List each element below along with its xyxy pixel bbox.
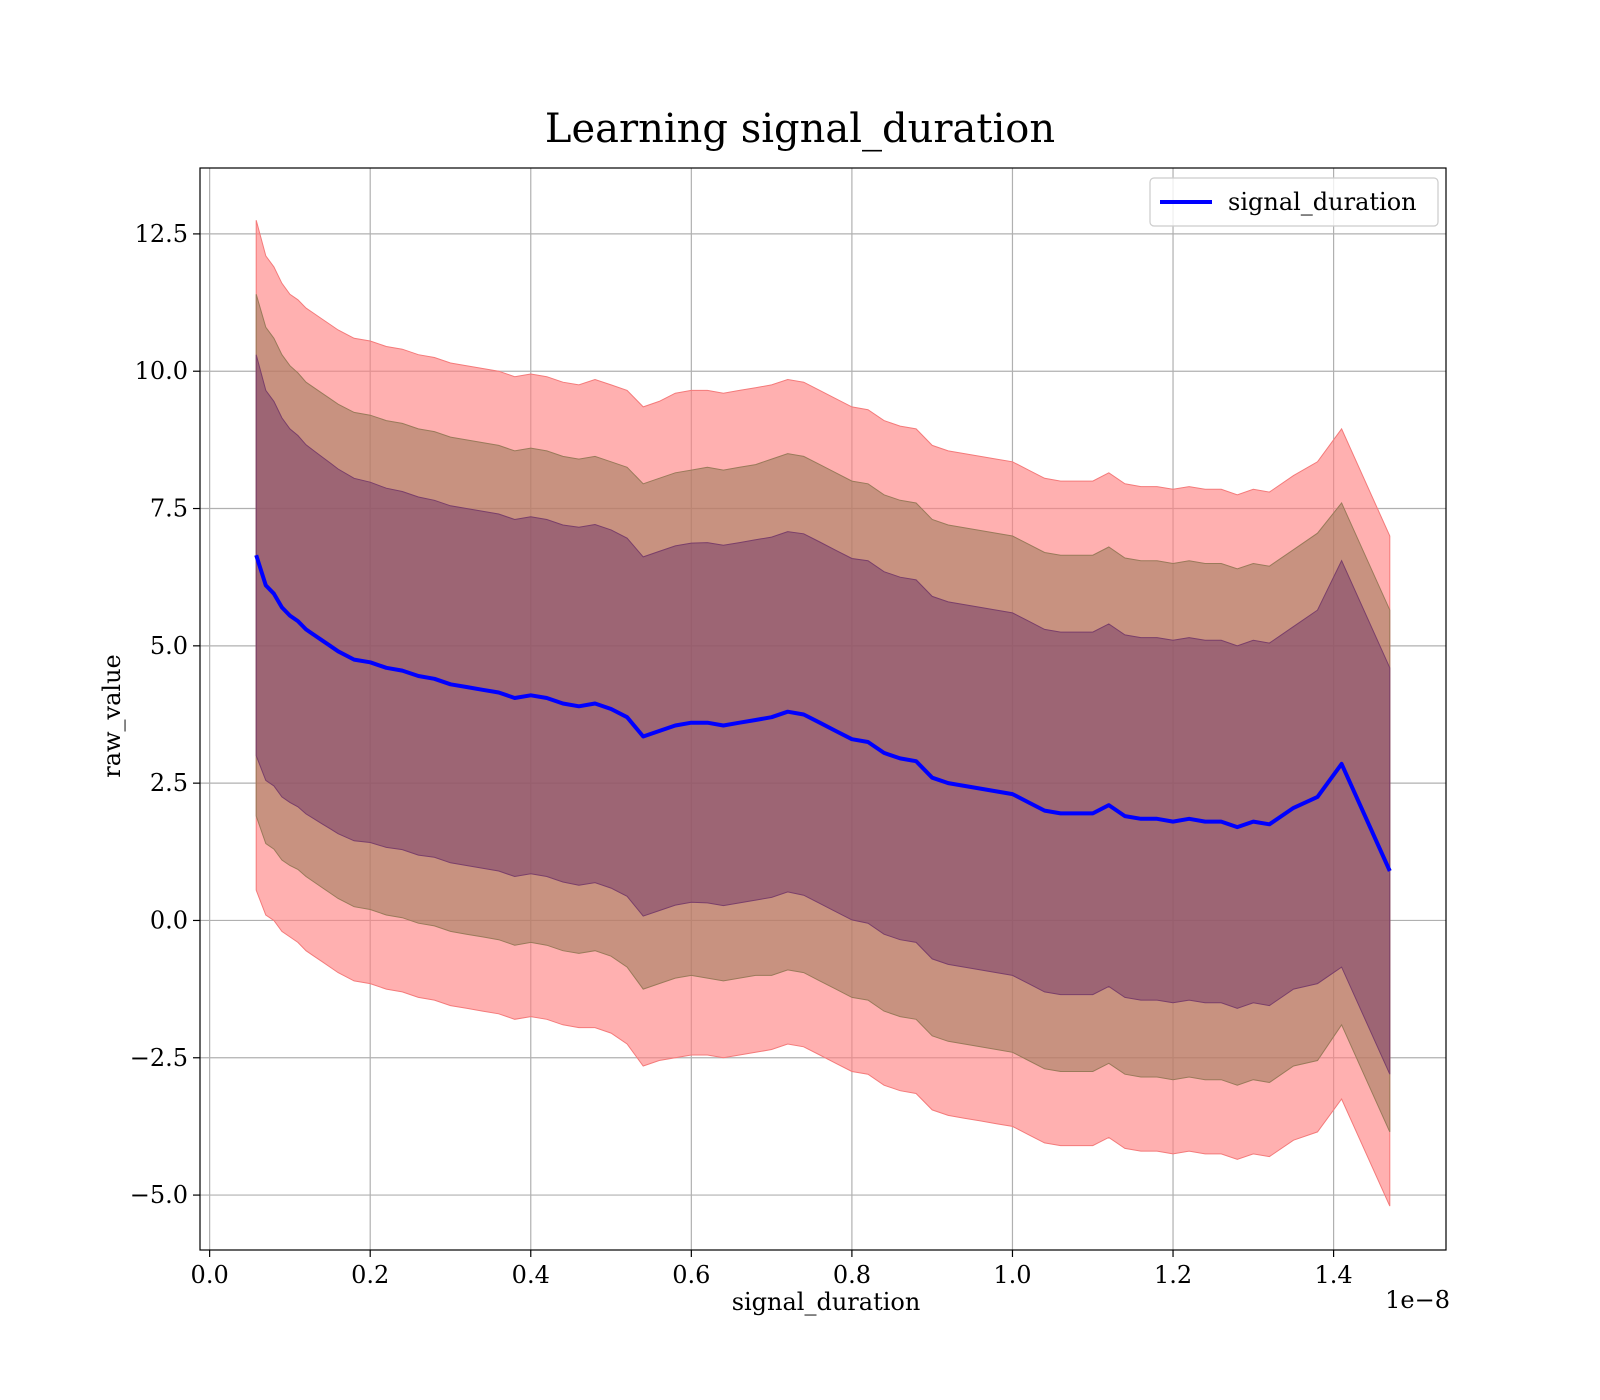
band-layer <box>255 220 1391 1207</box>
y-tick-label: 7.5 <box>150 495 188 523</box>
chart-legend: signal_duration <box>1149 177 1439 227</box>
y-tick-label: 5.0 <box>150 632 188 660</box>
y-tick-label: 10.0 <box>135 357 188 385</box>
series-line-signal-duration <box>254 554 1392 872</box>
x-tick-label: 1.2 <box>1154 1261 1192 1289</box>
x-axis-offset-label: 1e−8 <box>1385 1286 1450 1314</box>
plot-frame <box>199 167 1447 1251</box>
x-tick-label: 0.0 <box>191 1261 229 1289</box>
y-tick-label: 0.0 <box>150 906 188 934</box>
y-tick-label: −2.5 <box>130 1044 188 1072</box>
chart-title: Learning signal_duration <box>545 106 1055 152</box>
x-tick-label: 0.2 <box>351 1261 389 1289</box>
y-tick-label: 12.5 <box>135 220 188 248</box>
x-axis-label: signal_duration <box>732 1288 921 1316</box>
axis-layer: 0.0 0.2 0.4 0.6 0.8 1.0 1.2 1.4 −5.0 −2.5 0.0 2.5 5.… <box>130 167 1447 1289</box>
line-layer <box>254 554 1392 872</box>
y-axis-label: raw_value <box>98 654 126 778</box>
x-tick-label: 0.4 <box>512 1261 550 1289</box>
confidence-band-inner <box>255 354 1391 1075</box>
x-tick-label: 0.8 <box>833 1261 871 1289</box>
x-tick-label: 1.4 <box>1315 1261 1353 1289</box>
x-tick-label: 0.6 <box>672 1261 710 1289</box>
y-tick-label: −5.0 <box>130 1181 188 1209</box>
legend-entry-label: signal_duration <box>1228 188 1417 216</box>
x-tick-label: 1.0 <box>993 1261 1031 1289</box>
y-tick-label: 2.5 <box>150 769 188 797</box>
legend-box <box>1149 177 1439 227</box>
